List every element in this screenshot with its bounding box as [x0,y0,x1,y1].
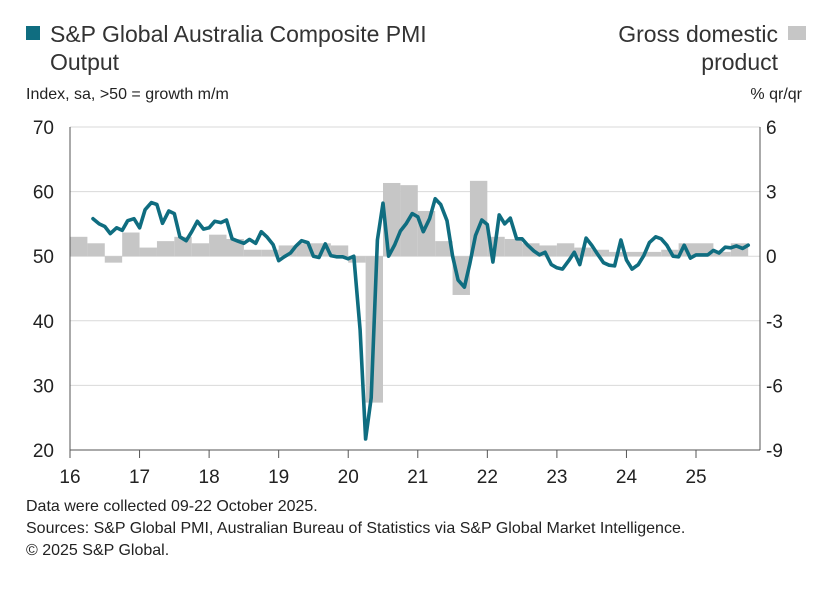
right-axis-unit: % qr/qr [750,86,802,103]
x-tick-label: 21 [407,467,428,488]
y-right-tick-label: -3 [766,312,783,333]
x-tick-label: 22 [477,467,498,488]
gdp-bar [87,243,105,257]
gdp-bar [209,234,227,257]
gdp-bar [122,232,140,257]
gdp-bar [556,243,575,257]
gdp-legend-swatch [788,26,806,40]
left-axis-unit: Index, sa, >50 = growth m/m [26,86,229,103]
gdp-bar [435,241,453,257]
y-right-tick-label: -9 [766,441,783,462]
gdp-bar [591,249,610,257]
gdp-bar [156,241,175,257]
gdp-bar [139,247,157,257]
gdp-bar [243,249,262,257]
y-left-tick-label: 30 [33,376,54,397]
footer: Data were collected 09-22 October 2025. … [26,496,685,562]
pmi-legend-label: S&P Global Australia Composite PMI Outpu… [50,21,427,75]
y-left-tick-label: 70 [33,118,54,139]
pmi-legend-swatch [26,26,40,40]
gdp-bar [191,243,210,257]
y-right-tick-label: 6 [766,118,777,139]
gdp-bar [539,245,557,257]
gdp-bar [104,256,123,263]
x-tick-label: 24 [616,467,638,488]
x-tick-label: 16 [59,467,80,488]
x-tick-label: 20 [338,467,359,488]
gdp-bar [261,249,279,257]
y-left-tick-label: 20 [33,441,54,462]
footer-sources: Sources: S&P Global PMI, Australian Bure… [26,520,686,537]
gdp-bar [626,251,644,257]
gdp-legend-label: Gross domestic product [618,21,778,75]
x-tick-label: 23 [546,467,567,488]
y-left-tick-label: 50 [33,247,54,268]
y-left-tick-label: 60 [33,183,54,204]
y-right-tick-label: 0 [766,247,777,268]
x-tick-label: 17 [129,467,150,488]
gdp-bar [504,238,523,257]
y-right-tick-label: -6 [766,376,783,397]
y-right-tick-label: 3 [766,183,777,204]
footer-copyright: © 2025 S&P Global. [26,542,170,559]
x-tick-label: 19 [268,467,289,488]
legend-gdp: Gross domestic product [588,20,806,76]
footer-collection-note: Data were collected 09-22 October 2025. [26,498,318,515]
gdp-bar [713,251,731,257]
pmi-gdp-chart: 20 30 40 50 60 70 -9 -6 -3 0 3 6 16 17 18 19 20 21 22 23 24 2… [33,118,783,488]
gdp-bar [278,245,297,257]
x-tick-label: 18 [199,467,220,488]
gdp-bar [348,256,366,263]
gdp-bar [330,245,349,257]
gdp-bar [417,210,436,257]
gdp-bar [643,251,662,257]
legend-pmi: S&P Global Australia Composite PMI Outpu… [26,20,490,76]
gdp-bar [70,236,88,257]
y-left-tick-label: 40 [33,312,54,333]
pmi-line [91,196,751,441]
x-tick-label: 25 [685,467,706,488]
